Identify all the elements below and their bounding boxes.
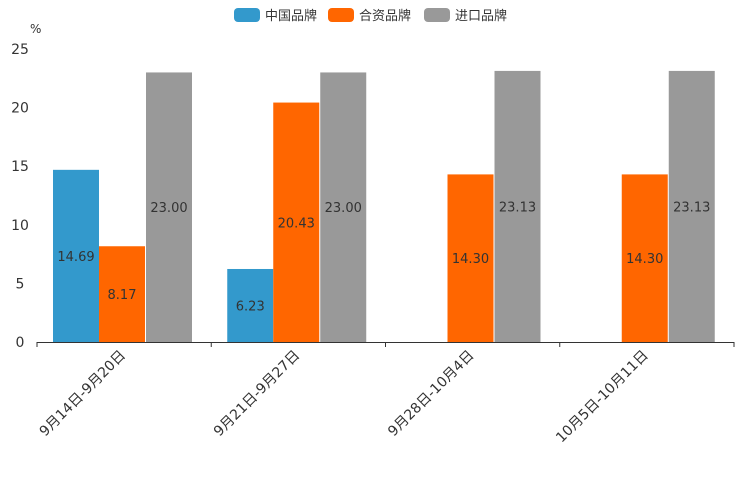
bar-series2-cat1 bbox=[99, 246, 145, 342]
y-tick-label-5: 5 bbox=[16, 276, 25, 292]
bars bbox=[53, 70, 715, 343]
x-tick-label-4: 10月5日-10月11日 bbox=[553, 348, 652, 447]
y-tick-label-10: 10 bbox=[11, 218, 29, 234]
data-label-series3-cat1: 23.00 bbox=[150, 201, 187, 216]
data-label-series1-cat1: 14.69 bbox=[57, 250, 94, 265]
data-label-series1-cat2: 6.23 bbox=[236, 299, 265, 314]
bar-series2-cat2 bbox=[273, 102, 320, 343]
x-axis bbox=[36, 342, 735, 347]
data-label-series2-cat1: 8.17 bbox=[108, 288, 137, 303]
bar-series3-cat1 bbox=[146, 72, 192, 342]
legend-swatch-1 bbox=[234, 8, 260, 22]
legend-label-2: 合资品牌 bbox=[359, 8, 411, 24]
x-tick-label-3: 9月28日-10月4日 bbox=[385, 348, 477, 440]
bar-series2-cat4 bbox=[621, 174, 668, 342]
y-axis-ticks: 0 5 10 15 20 25 bbox=[11, 42, 29, 351]
data-label-series3-cat3: 23.13 bbox=[499, 200, 536, 215]
data-label-series3-cat2: 23.00 bbox=[325, 201, 362, 216]
y-tick-label-20: 20 bbox=[11, 101, 29, 117]
legend-swatch-3 bbox=[424, 8, 450, 22]
data-label-series2-cat3: 14.30 bbox=[452, 252, 489, 267]
y-tick-label-15: 15 bbox=[11, 159, 29, 175]
bar-series1-cat1 bbox=[53, 169, 99, 342]
data-label-series2-cat2: 20.43 bbox=[278, 216, 315, 231]
bar-series3-cat4 bbox=[668, 70, 715, 343]
bar-series3-cat2 bbox=[320, 72, 367, 342]
data-label-series3-cat4: 23.13 bbox=[673, 200, 710, 215]
legend-swatch-2 bbox=[328, 8, 354, 22]
legend: 中国品牌 合资品牌 进口品牌 bbox=[234, 8, 507, 24]
bar-series1-cat2 bbox=[227, 268, 274, 342]
legend-label-3: 进口品牌 bbox=[455, 8, 507, 24]
x-axis-tick-labels: 9月14日-9月20日 9月21日-9月27日 9月28日-10月4日 10月5日-1… bbox=[37, 348, 652, 447]
x-tick-label-2: 9月21日-9月27日 bbox=[211, 348, 303, 440]
y-tick-label-25: 25 bbox=[11, 42, 29, 58]
y-axis-unit-label: % bbox=[30, 22, 41, 36]
y-tick-label-0: 0 bbox=[16, 335, 25, 351]
bar-series3-cat3 bbox=[494, 70, 541, 343]
bar-series2-cat3 bbox=[447, 174, 494, 342]
data-label-series2-cat4: 14.30 bbox=[626, 252, 663, 267]
bar-data-labels: 14.69 8.17 23.00 6.23 20.43 23.00 14.30 23.13 14… bbox=[57, 200, 710, 314]
legend-label-1: 中国品牌 bbox=[265, 8, 317, 24]
x-tick-label-1: 9月14日-9月20日 bbox=[37, 348, 129, 440]
